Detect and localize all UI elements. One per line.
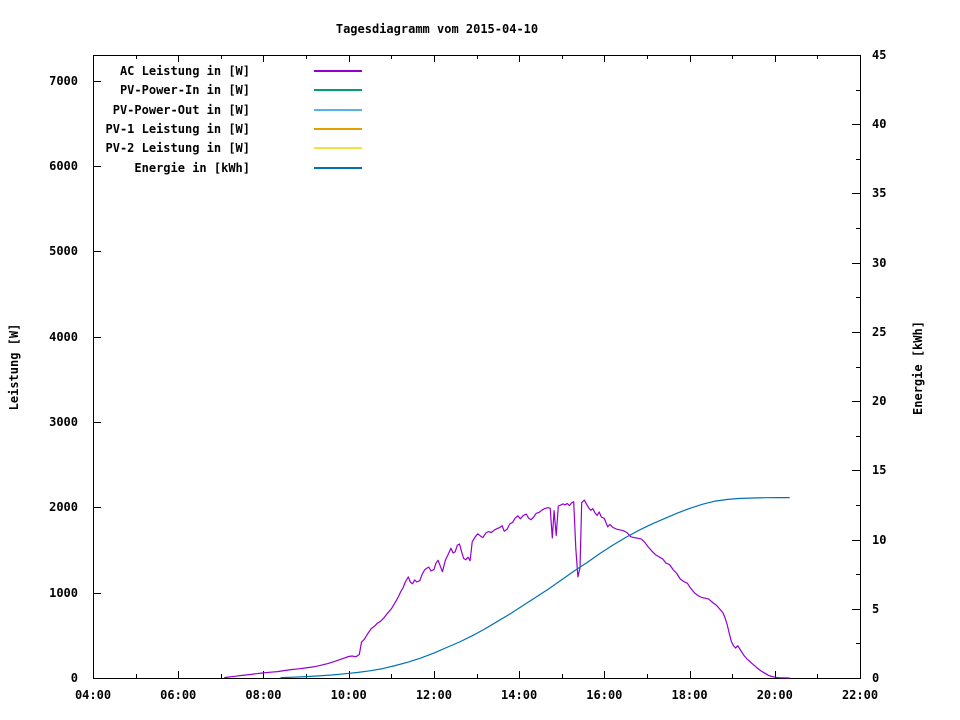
x-tick-label: 16:00: [586, 688, 623, 702]
x-tick-label: 18:00: [671, 688, 708, 702]
y-right-tick-label: 20: [872, 394, 887, 409]
series-line: [224, 499, 790, 679]
y-left-tick-label: 2000: [49, 500, 78, 515]
y-left-tick-label: 0: [70, 671, 78, 685]
legend-item-swatch: [314, 108, 362, 111]
y-left-tick-label: 1000: [49, 585, 78, 600]
y-right-tick-label: 15: [872, 463, 887, 478]
x-tick-label: 22:00: [841, 688, 879, 702]
legend-item-swatch: [314, 89, 362, 92]
y-left-tick-label: 3000: [49, 414, 78, 429]
series-line: [280, 497, 790, 679]
y-left-tick-label: 7000: [49, 73, 78, 88]
y-right-tick-label: 0: [872, 671, 880, 685]
legend-item-label: Energie in [kWh]: [134, 160, 250, 175]
y-right-tick-label: 40: [872, 117, 887, 132]
x-tick-label: 06:00: [160, 688, 197, 702]
x-tick-label: 10:00: [330, 688, 367, 702]
legend-item-swatch: [314, 166, 362, 169]
x-tick-label: 12:00: [415, 688, 452, 702]
legend-item-label: PV-Power-Out in [W]: [112, 102, 250, 117]
y-right-tick-label: 10: [872, 532, 887, 547]
y-left-tick-label: 6000: [49, 158, 78, 173]
x-tick-label: 04:00: [74, 688, 112, 702]
chart-title: Tagesdiagramm vom 2015-04-10: [335, 22, 539, 36]
legend-item-label: PV-Power-In in [W]: [119, 83, 250, 98]
x-tick-label: 08:00: [245, 688, 282, 702]
y-left-tick-label: 5000: [49, 244, 78, 259]
x-tick-label: 14:00: [501, 688, 538, 702]
y-right-tick-label: 5: [872, 601, 880, 616]
y-right-tick-label: 45: [872, 48, 887, 62]
legend-item-label: PV-2 Leistung in [W]: [105, 141, 251, 156]
y-right-tick-label: 25: [872, 324, 887, 339]
y-right-tick-label: 30: [872, 255, 887, 270]
y-right-tick-label: 35: [872, 186, 887, 201]
y-left-tick-label: 4000: [49, 329, 78, 344]
legend-item-swatch: [314, 127, 362, 130]
legend-item-swatch: [314, 147, 362, 150]
legend-item-label: PV-1 Leistung in [W]: [105, 121, 251, 136]
legend-item-swatch: [314, 70, 362, 72]
x-tick-label: 20:00: [756, 688, 793, 702]
legend-item-label: AC Leistung in [W]: [119, 64, 250, 78]
